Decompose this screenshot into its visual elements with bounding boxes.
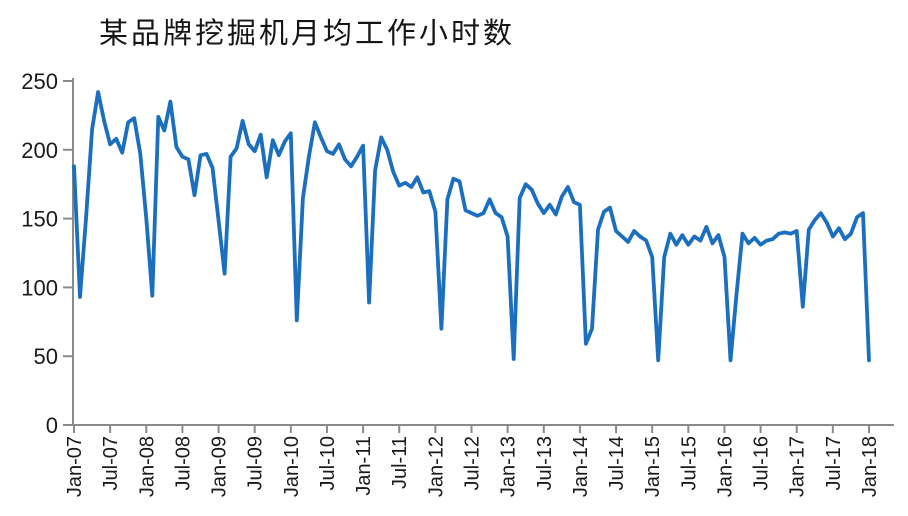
x-tick-label: Jul-17 <box>823 436 845 490</box>
x-tick-label: Jan-08 <box>136 436 158 497</box>
monthly-working-hours-line <box>72 90 871 363</box>
x-tick-label: Jul-12 <box>462 436 484 490</box>
x-tick-label: Jan-13 <box>498 436 520 497</box>
y-tick-label: 0 <box>46 413 58 438</box>
x-tick-label: Jul-07 <box>100 436 122 490</box>
x-tick-label: Jan-17 <box>787 436 809 497</box>
x-tick-label: Jan-10 <box>281 436 303 497</box>
axes <box>63 78 894 433</box>
x-tick-label: Jan-14 <box>570 436 592 497</box>
x-tick-label: Jan-09 <box>209 436 231 497</box>
y-tick-label: 100 <box>21 275 58 300</box>
x-tick-label: Jul-11 <box>389 436 411 489</box>
x-tick-label: Jul-15 <box>678 436 700 490</box>
x-tick-label: Jan-15 <box>642 436 664 497</box>
y-tick-label: 250 <box>21 69 58 94</box>
chart-title: 某品牌挖掘机月均工作小时数 <box>99 18 516 50</box>
x-tick-label: Jan-12 <box>425 436 447 497</box>
x-tick-label: Jul-13 <box>534 436 556 490</box>
y-tick-label: 200 <box>21 138 58 163</box>
x-tick-label: Jul-14 <box>606 436 628 490</box>
x-tick-label: Jan-18 <box>859 436 881 497</box>
y-tick-label: 50 <box>34 344 58 369</box>
x-tick-label: Jul-09 <box>245 436 267 490</box>
x-tick-label: Jul-10 <box>317 436 339 490</box>
y-tick-label: 150 <box>21 207 58 232</box>
x-tick-label: Jul-16 <box>751 436 773 490</box>
x-tick-label: Jul-08 <box>172 436 194 490</box>
x-tick-label: Jan-11 <box>353 436 375 496</box>
x-tick-label: Jan-16 <box>714 436 736 497</box>
data-series <box>72 90 871 363</box>
axis-tick-labels: 0 50 100 150 200 250 Jan-07 Jul-07 Jan-08 Jul-08 J… <box>21 69 881 497</box>
x-tick-label: Jan-07 <box>64 436 86 497</box>
